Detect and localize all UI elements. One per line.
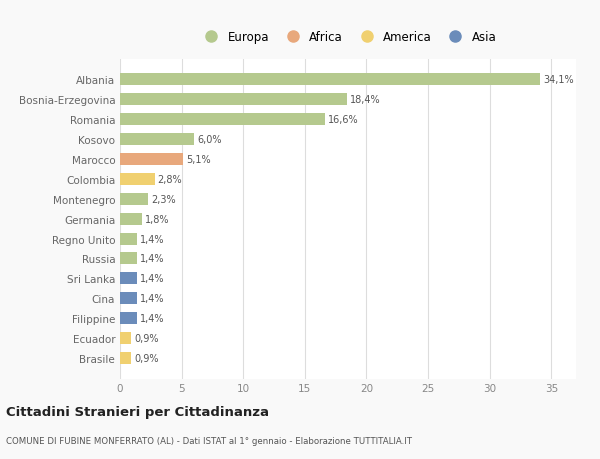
Text: 1,4%: 1,4% xyxy=(140,254,165,264)
Bar xyxy=(120,193,148,205)
Text: COMUNE DI FUBINE MONFERRATO (AL) - Dati ISTAT al 1° gennaio - Elaborazione TUTTI: COMUNE DI FUBINE MONFERRATO (AL) - Dati … xyxy=(6,436,412,445)
Bar xyxy=(120,213,142,225)
Bar xyxy=(120,253,137,265)
Legend: Europa, Africa, America, Asia: Europa, Africa, America, Asia xyxy=(196,27,500,47)
Text: 16,6%: 16,6% xyxy=(328,115,358,125)
Bar xyxy=(120,233,137,245)
Text: 2,8%: 2,8% xyxy=(158,174,182,185)
Text: Cittadini Stranieri per Cittadinanza: Cittadini Stranieri per Cittadinanza xyxy=(6,405,269,419)
Bar xyxy=(120,174,155,185)
Bar xyxy=(120,134,194,146)
Text: 6,0%: 6,0% xyxy=(197,135,221,145)
Bar xyxy=(120,293,137,305)
Text: 0,9%: 0,9% xyxy=(134,353,158,363)
Text: 1,4%: 1,4% xyxy=(140,274,165,284)
Bar xyxy=(120,352,131,364)
Bar xyxy=(120,94,347,106)
Text: 1,4%: 1,4% xyxy=(140,234,165,244)
Text: 1,8%: 1,8% xyxy=(145,214,170,224)
Bar xyxy=(120,154,183,166)
Text: 5,1%: 5,1% xyxy=(186,155,211,165)
Text: 18,4%: 18,4% xyxy=(350,95,380,105)
Bar xyxy=(120,74,540,86)
Text: 1,4%: 1,4% xyxy=(140,313,165,324)
Bar xyxy=(120,332,131,344)
Bar xyxy=(120,273,137,285)
Bar xyxy=(120,313,137,325)
Text: 2,3%: 2,3% xyxy=(151,194,176,204)
Text: 0,9%: 0,9% xyxy=(134,333,158,343)
Text: 1,4%: 1,4% xyxy=(140,294,165,303)
Text: 34,1%: 34,1% xyxy=(544,75,574,85)
Bar xyxy=(120,114,325,126)
